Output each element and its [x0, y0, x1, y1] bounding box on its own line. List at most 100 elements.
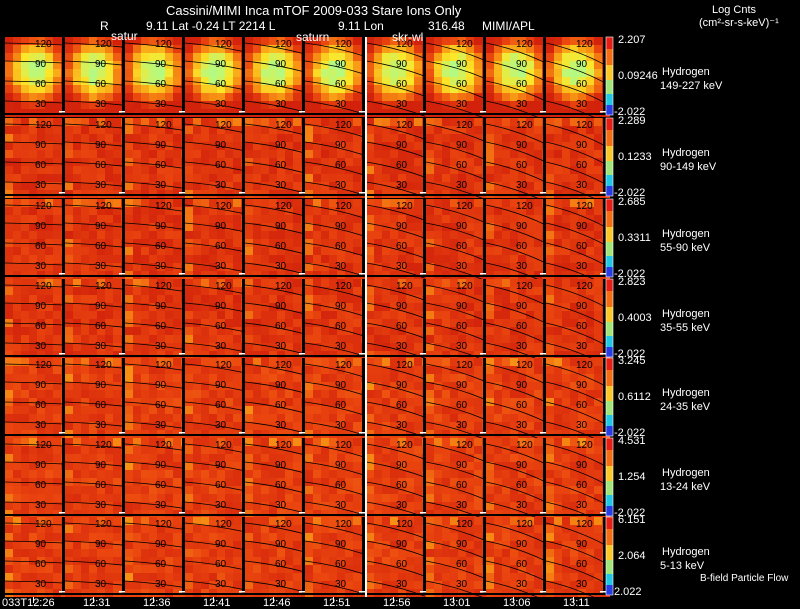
energy-range-label: 5-13 keV — [660, 560, 705, 572]
contour-label: 60 — [35, 79, 47, 90]
pitch-image: 120 90 60 30 — [244, 438, 311, 518]
contour-label: 30 — [215, 341, 227, 352]
contour-label: 30 — [275, 261, 287, 272]
contour-label: 120 — [456, 201, 473, 212]
pitch-image: 120 90 60 30 — [425, 199, 492, 281]
contour-label: 30 — [155, 261, 167, 272]
contour-label: 90 — [155, 380, 167, 391]
panel-row: 120 90 60 30 120 90 60 30 120 90 60 30 120 90 60 30 120 9… — [4, 437, 614, 525]
pitch-image: 120 90 60 30 — [425, 438, 492, 520]
color-bar-max: 3.245 — [618, 355, 646, 367]
contour-label: 120 — [215, 281, 232, 292]
contour-label: 90 — [35, 59, 47, 70]
contour-label: 120 — [576, 201, 593, 212]
contour-label: 120 — [215, 201, 232, 212]
contour-label: 60 — [95, 160, 107, 171]
contour-label: 90 — [456, 221, 468, 232]
color-bar — [605, 437, 614, 517]
contour-label: 30 — [275, 99, 287, 110]
contour-label: 30 — [576, 420, 588, 431]
contour-label: 60 — [396, 241, 408, 252]
pitch-image: 120 90 60 30 — [124, 279, 191, 359]
contour-label: 90 — [396, 140, 408, 151]
pitch-image: 120 90 60 30 — [485, 199, 552, 283]
contour-label: 120 — [396, 360, 413, 371]
time-tick — [573, 597, 574, 603]
contour-label: 120 — [275, 120, 292, 131]
contour-label: 60 — [456, 480, 468, 491]
contour-label: 120 — [576, 360, 593, 371]
contour-label: 60 — [335, 321, 347, 332]
contour-label: 90 — [516, 221, 528, 232]
contour-label: 90 — [576, 460, 588, 471]
contour-label: 60 — [275, 241, 287, 252]
contour-label: 60 — [456, 79, 468, 90]
contour-label: 90 — [576, 539, 588, 550]
contour-label: 30 — [335, 500, 347, 511]
contour-label: 120 — [155, 440, 172, 451]
contour-label: 30 — [275, 180, 287, 191]
pitch-image: 120 90 60 30 — [304, 358, 371, 438]
pitch-image: 120 90 60 30 — [244, 358, 311, 438]
color-bar-max: 2.685 — [618, 196, 646, 208]
contour-label: 60 — [576, 559, 588, 570]
time-tick-label: 12:31 — [83, 597, 111, 609]
contour-label: 90 — [275, 539, 287, 550]
contour-label: 120 — [95, 39, 112, 50]
contour-label: 60 — [516, 321, 528, 332]
contour-label: 120 — [396, 281, 413, 292]
contour-label: 30 — [456, 579, 468, 590]
contour-label: 60 — [35, 321, 47, 332]
color-bar-min: -2.022 — [614, 348, 646, 360]
pitch-image: 120 90 60 30 — [4, 279, 71, 359]
contour-label: 120 — [516, 39, 533, 50]
contour-label: 30 — [456, 420, 468, 431]
contour-label: 90 — [576, 59, 588, 70]
contour-label: 30 — [275, 341, 287, 352]
contour-label: 60 — [576, 321, 588, 332]
contour-label: 60 — [215, 160, 227, 171]
contour-label: 90 — [35, 380, 47, 391]
contour-label: 30 — [576, 500, 588, 511]
pitch-image: 120 90 60 30 — [545, 37, 612, 124]
contour-label: 90 — [456, 380, 468, 391]
pitch-image: 120 90 60 30 — [244, 118, 311, 198]
contour-label: 60 — [335, 241, 347, 252]
pitch-image: 120 90 60 30 — [485, 37, 552, 121]
lat-lt-label: 9.11 Lat -0.24 LT 2214 L — [146, 19, 276, 33]
pitch-image: 120 90 60 30 — [4, 517, 71, 597]
instrument-label: MIMI/APL — [482, 19, 535, 33]
pitch-image: 120 90 60 30 — [365, 279, 432, 359]
color-bar-min: 2.022 — [614, 586, 642, 598]
contour-label: 90 — [275, 380, 287, 391]
contour-label: 90 — [516, 301, 528, 312]
pitch-image: 120 90 60 30 — [4, 118, 71, 198]
contour-label: 120 — [95, 360, 112, 371]
pitch-image: 120 90 60 30 — [425, 279, 492, 361]
contour-label: 60 — [456, 241, 468, 252]
energy-range-label: 149-227 keV — [660, 80, 723, 92]
contour-label: 120 — [335, 360, 352, 371]
contour-label: 60 — [396, 79, 408, 90]
contour-label: 90 — [456, 539, 468, 550]
contour-label: 120 — [576, 120, 593, 131]
contour-label: 60 — [95, 480, 107, 491]
panel-row: 120 90 60 30 120 90 60 30 120 90 60 30 120 90 60 30 120 9… — [4, 198, 614, 286]
color-bar-mid: 0.1233 — [618, 151, 652, 163]
time-tick-label: 12:51 — [323, 597, 351, 609]
pitch-image: 120 90 60 30 — [365, 199, 432, 279]
pitch-image: 120 90 60 30 — [545, 438, 612, 525]
contour-label: 30 — [215, 500, 227, 511]
contour-label: 60 — [155, 321, 167, 332]
contour-label: 120 — [215, 39, 232, 50]
contour-label: 30 — [516, 341, 528, 352]
contour-label: 30 — [516, 180, 528, 191]
panel-row: 120 90 60 30 120 90 60 30 120 90 60 30 120 90 60 30 120 9… — [4, 117, 614, 205]
contour-label: 30 — [95, 579, 107, 590]
contour-label: 120 — [35, 39, 52, 50]
lon-label: 9.11 Lon — [338, 19, 384, 33]
legend-footer: B-field Particle Flow — [700, 573, 789, 584]
time-tick — [453, 597, 454, 603]
pitch-image: 120 90 60 30 — [425, 517, 492, 599]
contour-label: 120 — [335, 201, 352, 212]
